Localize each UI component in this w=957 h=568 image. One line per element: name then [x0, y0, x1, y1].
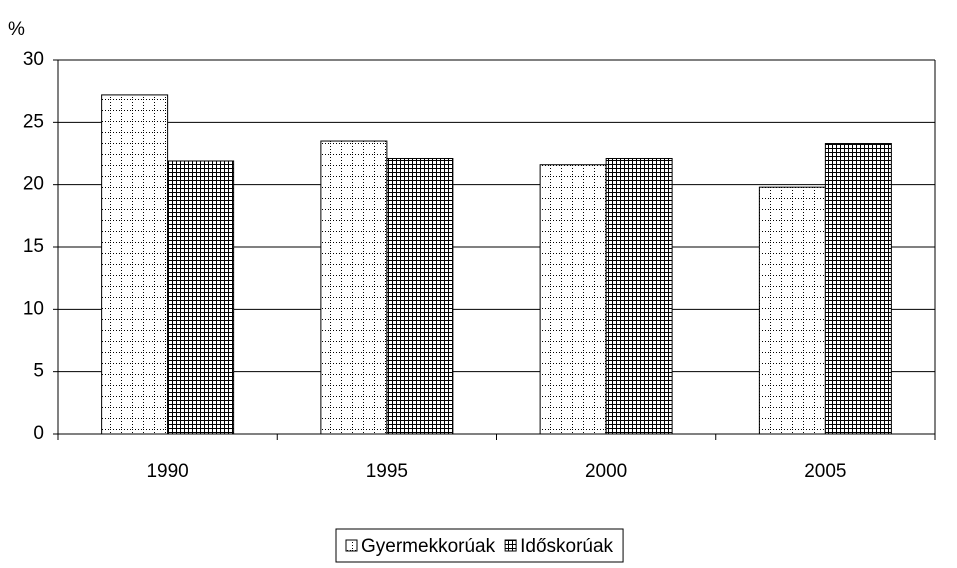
legend-swatch	[504, 539, 517, 552]
y-tick-label: 5	[33, 361, 44, 382]
x-tick-label: 1990	[146, 461, 188, 482]
legend-box	[335, 528, 624, 563]
bar	[758, 186, 826, 435]
bar	[101, 94, 169, 435]
legend-label: Időskorúak	[520, 536, 613, 557]
x-tick-label: 1995	[366, 461, 408, 482]
legend-swatch	[345, 539, 358, 552]
y-tick-label: 25	[23, 111, 44, 132]
y-tick-label: 15	[23, 236, 44, 257]
bar	[824, 143, 892, 435]
bar	[386, 157, 454, 435]
bar	[605, 157, 673, 435]
y-tick-label: 20	[23, 174, 44, 195]
bar	[167, 160, 235, 435]
y-axis-label: %	[8, 19, 25, 40]
bar	[320, 140, 388, 435]
x-tick-label: 2005	[804, 461, 846, 482]
x-tick-label: 2000	[585, 461, 627, 482]
legend-label: Gyermekkorúak	[361, 536, 496, 557]
y-tick-label: 0	[33, 423, 44, 444]
bar	[539, 164, 607, 435]
legend: Gyermekkorúak Időskorúak	[335, 528, 624, 563]
y-tick-label: 30	[23, 49, 44, 70]
y-tick-label: 10	[23, 298, 44, 319]
